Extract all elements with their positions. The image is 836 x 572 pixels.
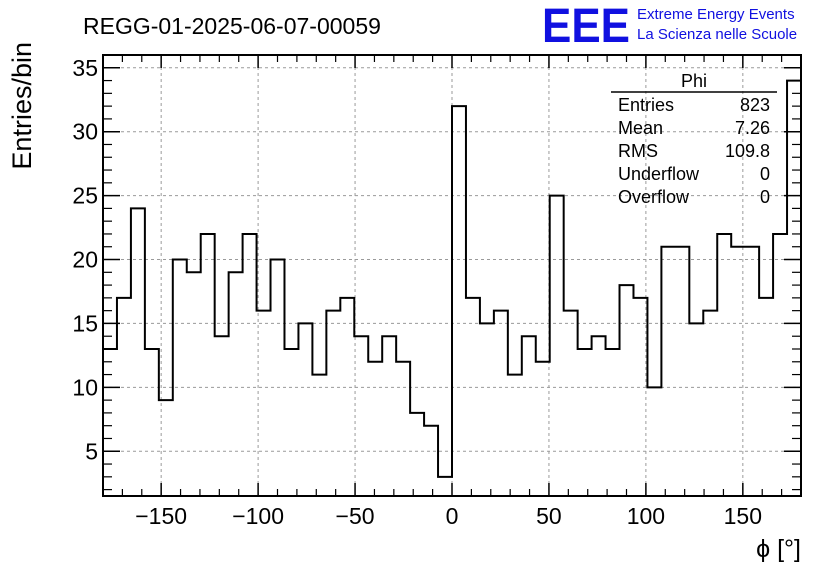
histogram-bin	[578, 349, 592, 496]
histogram-bin	[494, 311, 508, 496]
y-tick-label: 30	[72, 119, 98, 145]
x-tick-label: 100	[627, 503, 665, 529]
histogram-bin	[703, 311, 717, 496]
histogram-bin	[633, 298, 647, 496]
y-axis-label: Entries/bin	[7, 42, 37, 170]
x-axis-label: ϕ [°]	[756, 535, 801, 563]
histogram-bin	[312, 375, 326, 496]
chart-title: REGG-01-2025-06-07-00059	[83, 13, 381, 39]
x-tick-label: 0	[446, 503, 459, 529]
stats-entries-value: 823	[740, 95, 770, 115]
histogram-bin	[298, 323, 312, 496]
stats-overflow-label: Overflow	[618, 187, 690, 207]
histogram-bin	[229, 272, 243, 496]
histogram-bin	[159, 400, 173, 496]
histogram-bin	[382, 336, 396, 496]
y-tick-label: 20	[72, 247, 98, 273]
histogram-bin	[257, 311, 271, 496]
stats-mean-value: 7.26	[735, 118, 770, 138]
x-axis-ticks: −150 −100 −50 0 50 100 150	[121, 55, 783, 529]
histogram-bin	[201, 234, 215, 496]
histogram-bin	[564, 311, 578, 496]
histogram-bins	[103, 81, 801, 496]
histogram-bin	[103, 349, 117, 496]
x-tick-label: 150	[724, 503, 762, 529]
histogram-bin	[354, 336, 368, 496]
histogram-bin	[117, 298, 131, 496]
y-tick-label: 5	[85, 438, 98, 464]
histogram-series-line	[103, 79, 801, 478]
histogram-bin	[508, 375, 522, 496]
histogram-bin	[773, 234, 787, 496]
x-tick-label: −150	[135, 503, 187, 529]
histogram-bin	[145, 349, 159, 496]
stats-rms-label: RMS	[618, 141, 658, 161]
histogram-bin	[689, 323, 703, 496]
histogram-bin	[717, 234, 731, 496]
histogram-bin	[410, 413, 424, 496]
histogram-bin	[131, 208, 145, 496]
histogram-bin	[745, 247, 759, 496]
histogram-bin	[271, 260, 285, 496]
eee-logo: EEE Extreme Energy Events La Scienza nel…	[542, 0, 797, 53]
histogram-bin	[592, 336, 606, 496]
histogram-bin	[787, 81, 801, 496]
histogram-bin	[647, 387, 661, 496]
histogram-bin	[187, 272, 201, 496]
stats-entries-label: Entries	[618, 95, 674, 115]
x-tick-label: −100	[232, 503, 284, 529]
histogram-bin	[396, 362, 410, 496]
y-axis-ticks: 5 10 15 20 25 30 35	[72, 55, 801, 491]
stats-underflow-value: 0	[760, 164, 770, 184]
histogram-bin	[480, 323, 494, 496]
histogram-bin	[340, 298, 354, 496]
histogram-bin	[438, 477, 452, 496]
histogram-bin	[661, 247, 675, 496]
histogram-bin	[452, 106, 466, 496]
stats-mean-label: Mean	[618, 118, 663, 138]
eee-logo-line2: La Scienza nelle Scuole	[637, 26, 797, 43]
histogram-bin	[326, 311, 340, 496]
histogram-bin	[522, 336, 536, 496]
y-tick-label: 15	[72, 310, 98, 336]
stats-box: Phi Entries 823 Mean 7.26 RMS 109.8 Unde…	[611, 71, 777, 207]
histogram-bin	[243, 234, 257, 496]
histogram-bin	[759, 298, 773, 496]
stats-overflow-value: 0	[760, 187, 770, 207]
histogram-bin	[368, 362, 382, 496]
x-tick-label: 50	[536, 503, 562, 529]
stats-underflow-label: Underflow	[618, 164, 700, 184]
y-tick-label: 35	[72, 55, 98, 81]
eee-logo-mark: EEE	[542, 0, 630, 53]
stats-title: Phi	[681, 71, 707, 91]
histogram-bin	[536, 362, 550, 496]
histogram-bin	[606, 349, 620, 496]
histogram-bin	[550, 196, 564, 496]
histogram-bin	[215, 336, 229, 496]
stats-rms-value: 109.8	[725, 141, 770, 161]
histogram-bin	[731, 247, 745, 496]
y-tick-label: 10	[72, 374, 98, 400]
x-tick-label: −50	[336, 503, 375, 529]
plot-frame	[102, 54, 802, 497]
histogram-bin	[675, 247, 689, 496]
histogram-bin	[284, 349, 298, 496]
histogram-bin	[173, 260, 187, 496]
y-tick-label: 25	[72, 183, 98, 209]
eee-logo-line1: Extreme Energy Events	[637, 6, 795, 23]
histogram-bin	[424, 426, 438, 496]
histogram-bin	[466, 298, 480, 496]
histogram-bin	[620, 285, 634, 496]
